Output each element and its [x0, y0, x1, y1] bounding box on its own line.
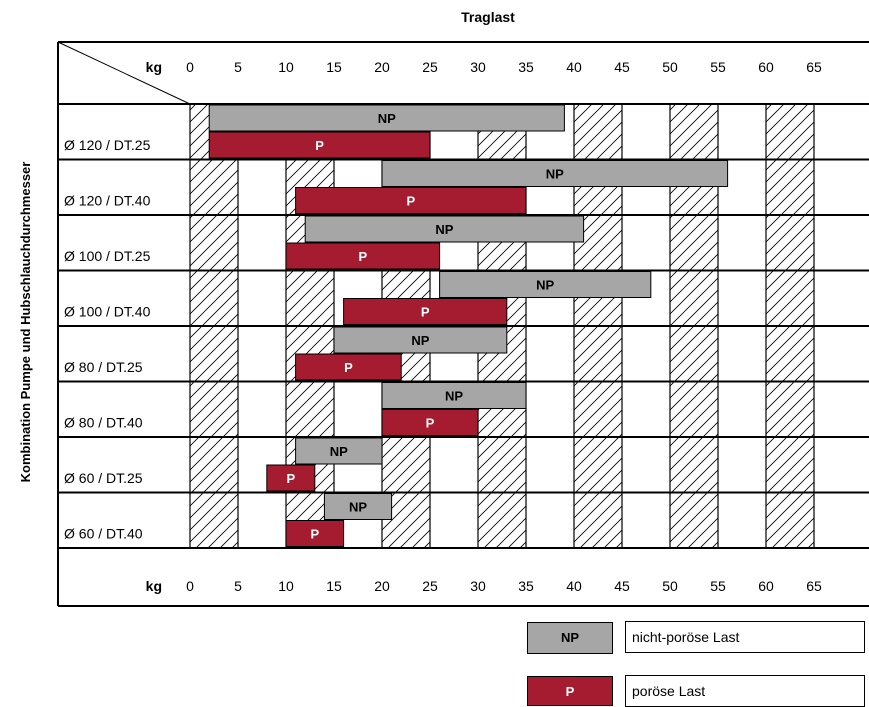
x-tick-label-top: 20 — [374, 59, 390, 75]
header-diagonal — [57, 41, 191, 105]
x-tick-label-bottom: 10 — [278, 578, 294, 594]
unit-label-bottom: kg — [146, 578, 162, 594]
chart-title: Traglast — [461, 9, 515, 25]
x-tick-label-bottom: 65 — [806, 578, 822, 594]
row-label: Ø 80 / DT.40 — [64, 415, 143, 431]
bar-label-p: P — [344, 360, 353, 375]
x-tick-label-top: 5 — [234, 59, 242, 75]
x-tick-label-top: 40 — [566, 59, 582, 75]
bar-label-np: NP — [536, 278, 554, 293]
x-tick-label-bottom: 55 — [710, 578, 726, 594]
bar-label-p: P — [286, 471, 295, 486]
bar-np — [439, 271, 652, 298]
x-tick-label-top: 55 — [710, 59, 726, 75]
x-tick-label-bottom: 60 — [758, 578, 774, 594]
y-axis-label: Kombination Pumpe und Hubschlauchdurchme… — [18, 162, 33, 483]
bar-label-p: P — [421, 305, 430, 320]
bar-np — [208, 104, 565, 132]
row-label: Ø 100 / DT.40 — [64, 304, 151, 320]
bar-label-np: NP — [378, 111, 396, 126]
row-label: Ø 120 / DT.25 — [64, 137, 151, 153]
bar-np — [381, 382, 527, 409]
bar-np — [295, 437, 383, 465]
x-tick-label-bottom: 20 — [374, 578, 390, 594]
row-label: Ø 60 / DT.25 — [64, 470, 143, 486]
x-tick-label-top: 15 — [326, 59, 342, 75]
x-tick-label-bottom: 30 — [470, 578, 486, 594]
x-tick-label-bottom: 35 — [518, 578, 534, 594]
x-tick-label-bottom: 50 — [662, 578, 678, 594]
bar-p — [381, 409, 479, 436]
x-tick-label-bottom: 15 — [326, 578, 342, 594]
row-label: Ø 120 / DT.40 — [64, 193, 151, 209]
bar-p — [295, 353, 402, 381]
x-tick-label-top: 25 — [422, 59, 438, 75]
bar-p — [295, 187, 527, 214]
bar-label-p: P — [315, 138, 324, 153]
x-tick-label-bottom: 45 — [614, 578, 630, 594]
bar-label-p: P — [310, 527, 319, 542]
bar-label-p: P — [406, 194, 415, 209]
legend-swatch-np: NP — [527, 622, 613, 654]
bar-p — [285, 242, 441, 270]
bar-np — [381, 160, 729, 187]
x-tick-label-top: 45 — [614, 59, 630, 75]
bar-label-np: NP — [546, 167, 564, 182]
row-label: Ø 100 / DT.25 — [64, 248, 151, 264]
bar-label-p: P — [426, 416, 435, 431]
x-tick-label-top: 50 — [662, 59, 678, 75]
legend-label-p: poröse Last — [625, 675, 865, 707]
x-tick-label-top: 0 — [186, 59, 194, 75]
bar-label-np: NP — [330, 444, 348, 459]
bar-p — [208, 131, 431, 159]
bar-label-p: P — [358, 249, 367, 264]
x-tick-label-top: 60 — [758, 59, 774, 75]
bar-np — [323, 493, 393, 520]
bar-label-np: NP — [435, 222, 453, 237]
unit-label-top: kg — [146, 59, 162, 75]
bar-p — [266, 464, 316, 492]
bar-p — [343, 298, 508, 325]
legend-label-np: nicht-poröse Last — [625, 621, 865, 653]
row-label: Ø 60 / DT.40 — [64, 526, 143, 542]
x-tick-label-top: 10 — [278, 59, 294, 75]
bar-label-np: NP — [411, 333, 429, 348]
x-tick-label-bottom: 0 — [186, 578, 194, 594]
x-tick-label-bottom: 5 — [234, 578, 242, 594]
row-label: Ø 80 / DT.25 — [64, 359, 143, 375]
x-tick-label-top: 35 — [518, 59, 534, 75]
bar-label-np: NP — [349, 500, 367, 515]
x-tick-label-bottom: 25 — [422, 578, 438, 594]
bar-p — [285, 520, 345, 547]
bar-np — [304, 215, 585, 243]
bar-np — [333, 326, 508, 354]
x-tick-label-bottom: 40 — [566, 578, 582, 594]
bar-label-np: NP — [445, 389, 463, 404]
x-tick-label-top: 30 — [470, 59, 486, 75]
x-tick-label-top: 65 — [806, 59, 822, 75]
